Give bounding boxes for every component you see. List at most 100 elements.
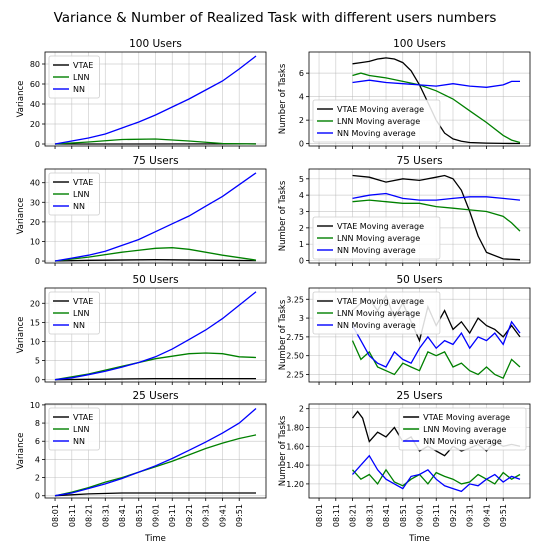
x-tick-label: 09:11 <box>168 504 177 527</box>
x-tick-label: 09:21 <box>185 504 194 527</box>
x-tick-label: 08:31 <box>365 504 374 527</box>
legend-entry: VTAE <box>73 61 93 70</box>
y-tick-label: 3.25 <box>286 295 304 304</box>
series-line <box>352 199 521 232</box>
series-line <box>54 492 256 497</box>
y-tick-label: 60 <box>30 80 40 89</box>
y-tick-label: 0 <box>299 257 304 266</box>
y-tick-label: 15 <box>30 318 40 327</box>
x-tick-label: 09:31 <box>202 504 211 527</box>
x-tick-label: 08:31 <box>101 504 110 527</box>
legend-entry: LNN <box>73 309 89 318</box>
x-tick-label: 09:01 <box>416 504 425 527</box>
y-axis-label: Number of Tasks <box>278 180 288 251</box>
y-tick-label: 1.60 <box>286 442 304 451</box>
y-axis-label: Variance <box>16 81 26 118</box>
legend: VTAE LNN NN <box>48 291 100 335</box>
y-tick-label: 0 <box>35 257 40 266</box>
x-tick-label: 08:51 <box>135 504 144 527</box>
legend: VTAE Moving average LNN Moving average NN … <box>312 99 441 143</box>
legend-entry: NN Moving average <box>337 321 416 330</box>
y-tick-label: 1.80 <box>286 424 304 433</box>
legend-box <box>312 216 441 260</box>
y-tick-label: 3 <box>299 314 304 323</box>
legend-entry: NN <box>73 437 85 446</box>
legend-entry: NN <box>73 202 85 211</box>
x-tick-label: 09:01 <box>152 504 161 527</box>
series-line <box>352 174 521 261</box>
x-tick-label: 09:31 <box>466 504 475 527</box>
legend-entry: NN Moving average <box>337 129 416 138</box>
y-axis-label: Variance <box>16 317 26 354</box>
x-tick-label: 08:01 <box>315 504 324 527</box>
x-axis-label: Time <box>408 534 430 544</box>
x-tick-label: 09:51 <box>499 504 508 527</box>
series-line <box>54 408 257 497</box>
legend-box <box>48 291 100 335</box>
series-line <box>54 434 257 497</box>
y-axis-label: Number of Tasks <box>278 63 288 134</box>
y-tick-label: 10 <box>30 401 40 410</box>
legend: VTAE Moving average LNN Moving average NN … <box>312 291 441 335</box>
y-tick-label: 3 <box>299 208 304 217</box>
legend-entry: VTAE <box>73 178 93 187</box>
x-tick-label: 09:21 <box>449 504 458 527</box>
panel-title: 50 Users <box>396 274 442 286</box>
y-tick-label: 80 <box>30 60 40 69</box>
x-tick-label: 09:41 <box>482 504 491 527</box>
x-tick-label: 08:21 <box>349 504 358 527</box>
series-line <box>351 340 521 380</box>
legend-entry: LNN Moving average <box>337 234 420 243</box>
x-tick-label: 08:41 <box>382 504 391 527</box>
x-tick-label: 08:41 <box>118 504 127 527</box>
y-tick-label: 2 <box>299 116 304 125</box>
x-tick-label: 08:51 <box>399 504 408 527</box>
y-tick-label: 40 <box>30 179 40 188</box>
x-tick-label: 08:01 <box>51 504 60 527</box>
series-line <box>352 454 521 493</box>
series-line <box>54 377 256 381</box>
legend-entry: LNN Moving average <box>337 117 420 126</box>
y-tick-label: 2.75 <box>286 333 304 342</box>
series-line <box>352 192 521 201</box>
legend: VTAE LNN NN <box>48 172 100 216</box>
legend-box <box>48 55 100 99</box>
y-tick-label: 20 <box>30 218 40 227</box>
legend-entry: VTAE <box>73 413 93 422</box>
panel-title: 25 Users <box>396 390 442 402</box>
y-tick-label: 5 <box>299 175 304 184</box>
figure-title: Variance & Number of Realized Task with … <box>54 10 497 26</box>
y-tick-label: 10 <box>30 237 40 246</box>
legend-entry: VTAE Moving average <box>423 413 510 422</box>
legend: VTAE LNN NN <box>48 55 100 99</box>
series-line <box>352 468 521 487</box>
y-tick-label: 4 <box>35 455 40 464</box>
x-tick-label: 09:41 <box>218 504 227 527</box>
panel-title: 75 Users <box>396 155 442 167</box>
series-line <box>352 57 521 145</box>
legend: VTAE Moving average LNN Moving average NN … <box>398 407 527 451</box>
series-line <box>352 72 521 144</box>
legend-entry: NN Moving average <box>337 246 416 255</box>
y-tick-label: 4 <box>299 93 304 102</box>
x-tick-label: 08:21 <box>85 504 94 527</box>
y-tick-label: 0 <box>35 376 40 385</box>
legend-entry: NN Moving average <box>423 437 502 446</box>
series-line <box>54 247 257 262</box>
series-line <box>54 259 257 262</box>
y-tick-label: 20 <box>30 120 40 129</box>
series-line <box>54 352 257 381</box>
chart-panel: 100 Users 0 2 4 6 Number of Tasks VTAE Moving … <box>278 38 531 149</box>
legend-entry: LNN <box>73 425 89 434</box>
legend-entry: VTAE <box>73 297 93 306</box>
y-tick-label: 1.20 <box>286 480 304 489</box>
y-tick-label: 30 <box>30 198 40 207</box>
legend-entry: LNN Moving average <box>337 309 420 318</box>
y-tick-label: 40 <box>30 100 40 109</box>
legend-box <box>48 172 100 216</box>
chart-panel: 75 Users 0 10 20 30 40 Variance VTAE LNN NN <box>16 155 267 266</box>
y-tick-label: 6 <box>35 437 40 446</box>
y-tick-label: 2 <box>299 405 304 414</box>
y-tick-label: 5 <box>35 357 40 366</box>
